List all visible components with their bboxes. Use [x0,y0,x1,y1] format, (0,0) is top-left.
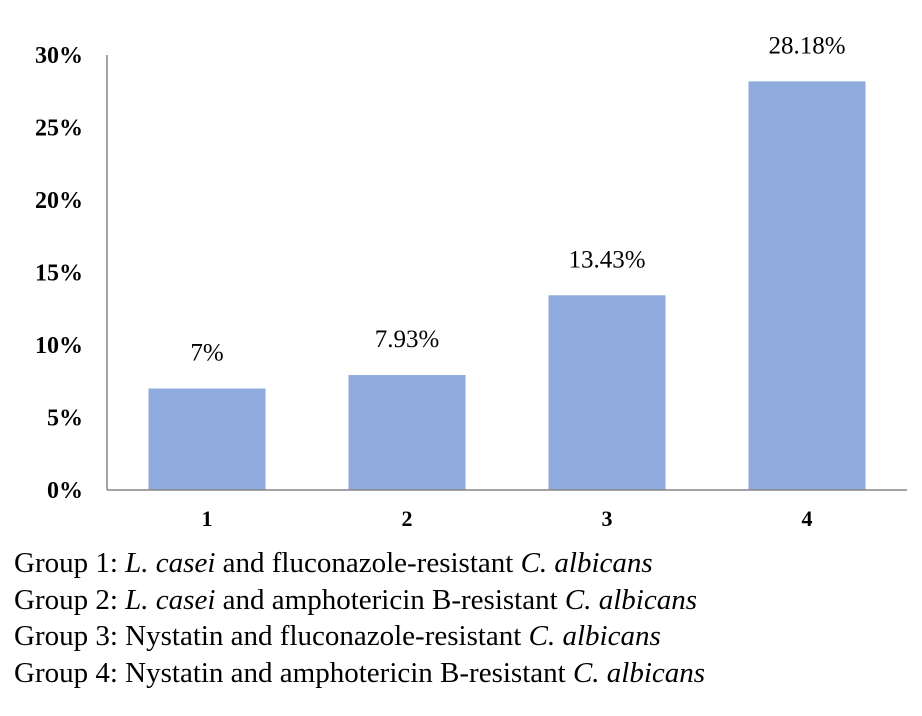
legend-species-name: L. casei [125,583,216,616]
legend-species-name: L. casei [125,547,216,579]
x-tick-label: 2 [402,506,413,531]
data-label: 28.18% [768,32,845,59]
bar-2 [348,375,466,490]
legend-text: and amphotericin B-resistant [215,583,565,616]
x-axis-ticks: 1 2 3 4 [202,506,813,531]
x-tick-label: 1 [202,506,213,531]
y-tick-label: 30% [35,43,83,69]
bar-3 [548,295,666,490]
legend-text: Group 2: [14,583,126,616]
data-label: 7.93% [375,326,440,353]
y-axis-ticks: 0% 5% 10% 15% 20% 25% 30% [35,43,83,504]
y-tick-label: 5% [47,406,83,432]
y-tick-label: 15% [35,261,83,287]
y-tick-label: 25% [35,116,83,142]
bars [148,81,866,490]
x-tick-label: 4 [802,506,813,531]
x-tick-label: 3 [602,506,613,531]
legend-species-name: C. albicans [564,583,698,616]
legend-species-name: C. albicans [520,547,653,579]
legend-species-name: C. albicans [528,620,661,652]
bar-chart: 0%5%10%15%20%25%30% 7% 7.93%13.43%28.18% … [35,32,907,531]
legend-line-group-2: Group 2: L. casei and amphotericin B-res… [14,582,705,619]
legend-text: and fluconazole-resistant [215,547,521,579]
bar-4 [748,81,866,490]
legend-line-group-1: Group 1: L. casei and fluconazole-resist… [14,545,705,582]
data-labels: 7% 7.93% 13.43% 28.18% [190,32,845,366]
bar-1 [148,388,266,490]
legend-species-name: C. albicans [572,656,706,689]
y-tick-label: 0% [47,478,83,504]
data-label: 13.43% [568,246,645,273]
data-label: 7% [190,340,223,367]
y-tick-label: 10% [35,333,83,359]
group-legend: Group 1: L. casei and fluconazole-resist… [14,545,705,691]
y-tick-label: 20% [35,188,83,214]
legend-line-group-4: Group 4: Nystatin and amphotericin B-res… [14,655,705,692]
legend-line-group-3: Group 3: Nystatin and fluconazole-resist… [14,618,705,655]
axes [106,55,907,491]
legend-text: Group 1: [14,547,126,579]
legend-text: Group 4: Nystatin and amphotericin B-res… [14,656,573,689]
legend-text: Group 3: Nystatin and fluconazole-resist… [14,620,529,652]
